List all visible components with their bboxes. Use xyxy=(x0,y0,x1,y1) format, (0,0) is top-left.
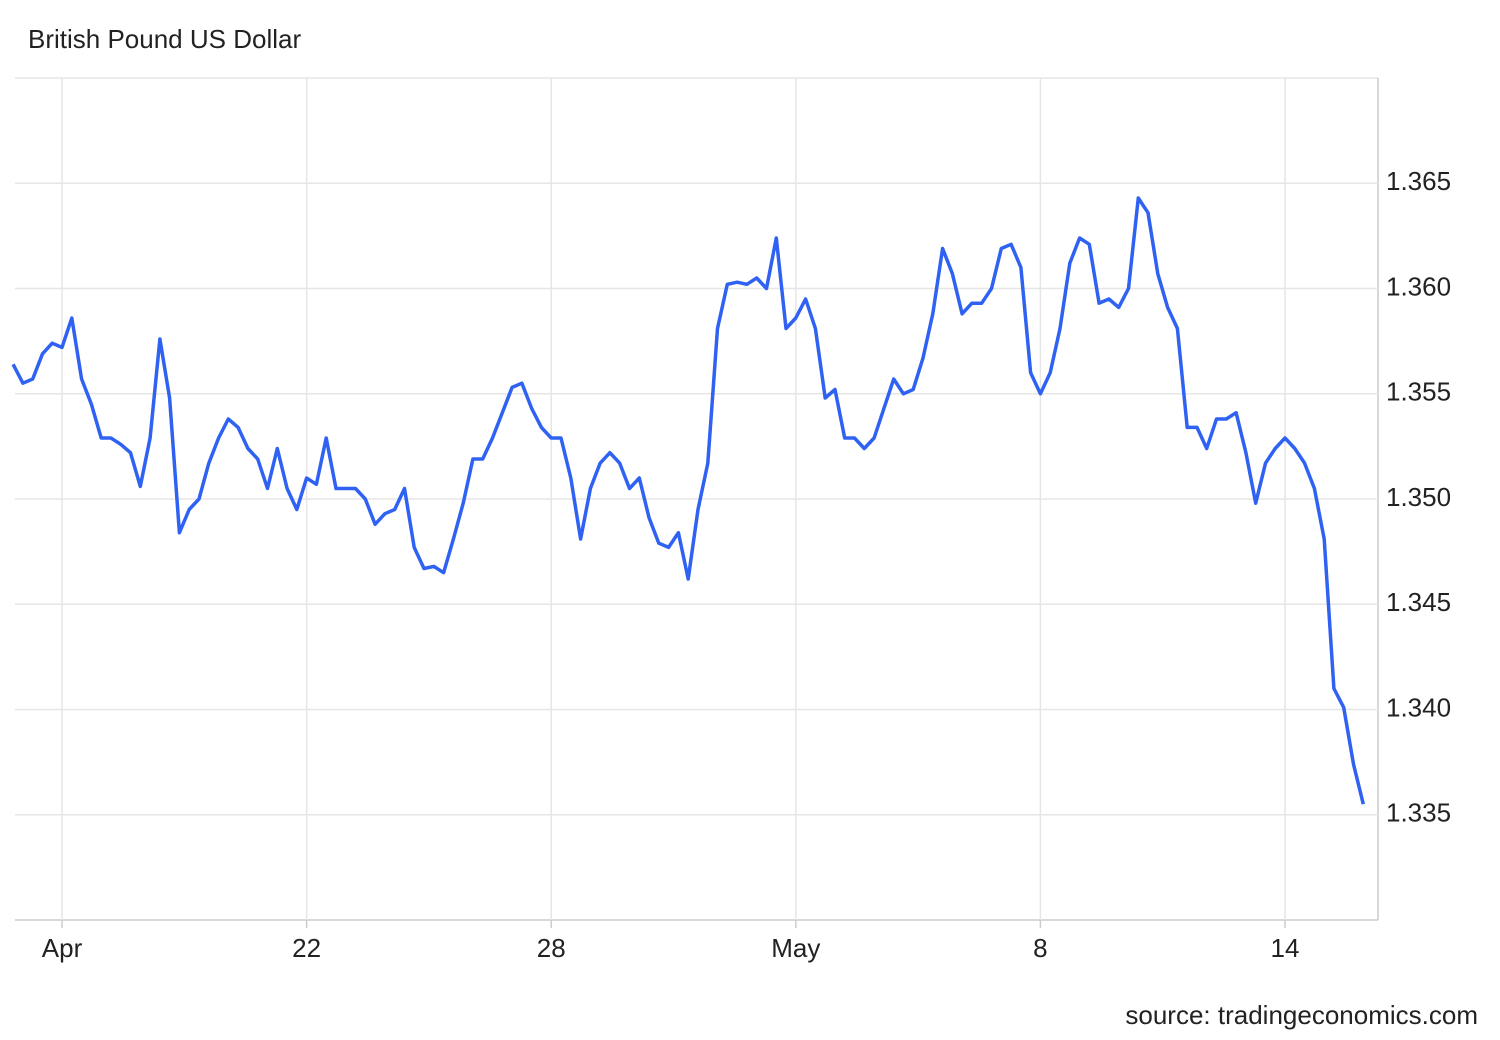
y-tick-label: 1.360 xyxy=(1386,271,1451,301)
x-tick-label: May xyxy=(771,933,820,963)
y-tick-label: 1.355 xyxy=(1386,377,1451,407)
y-tick-label: 1.340 xyxy=(1386,692,1451,722)
y-tick-label: 1.345 xyxy=(1386,587,1451,617)
x-tick-label: Apr xyxy=(42,933,83,963)
chart-title: British Pound US Dollar xyxy=(28,24,301,54)
price-line xyxy=(11,196,1365,805)
y-tick-label: 1.350 xyxy=(1386,482,1451,512)
x-tick-label: 28 xyxy=(537,933,566,963)
x-tick-label: 8 xyxy=(1033,933,1047,963)
x-tick-label: 22 xyxy=(292,933,321,963)
x-tick-label: 14 xyxy=(1271,933,1300,963)
source-label: source: tradingeconomics.com xyxy=(1125,1000,1478,1030)
y-tick-label: 1.335 xyxy=(1386,798,1451,828)
y-tick-label: 1.365 xyxy=(1386,166,1451,196)
